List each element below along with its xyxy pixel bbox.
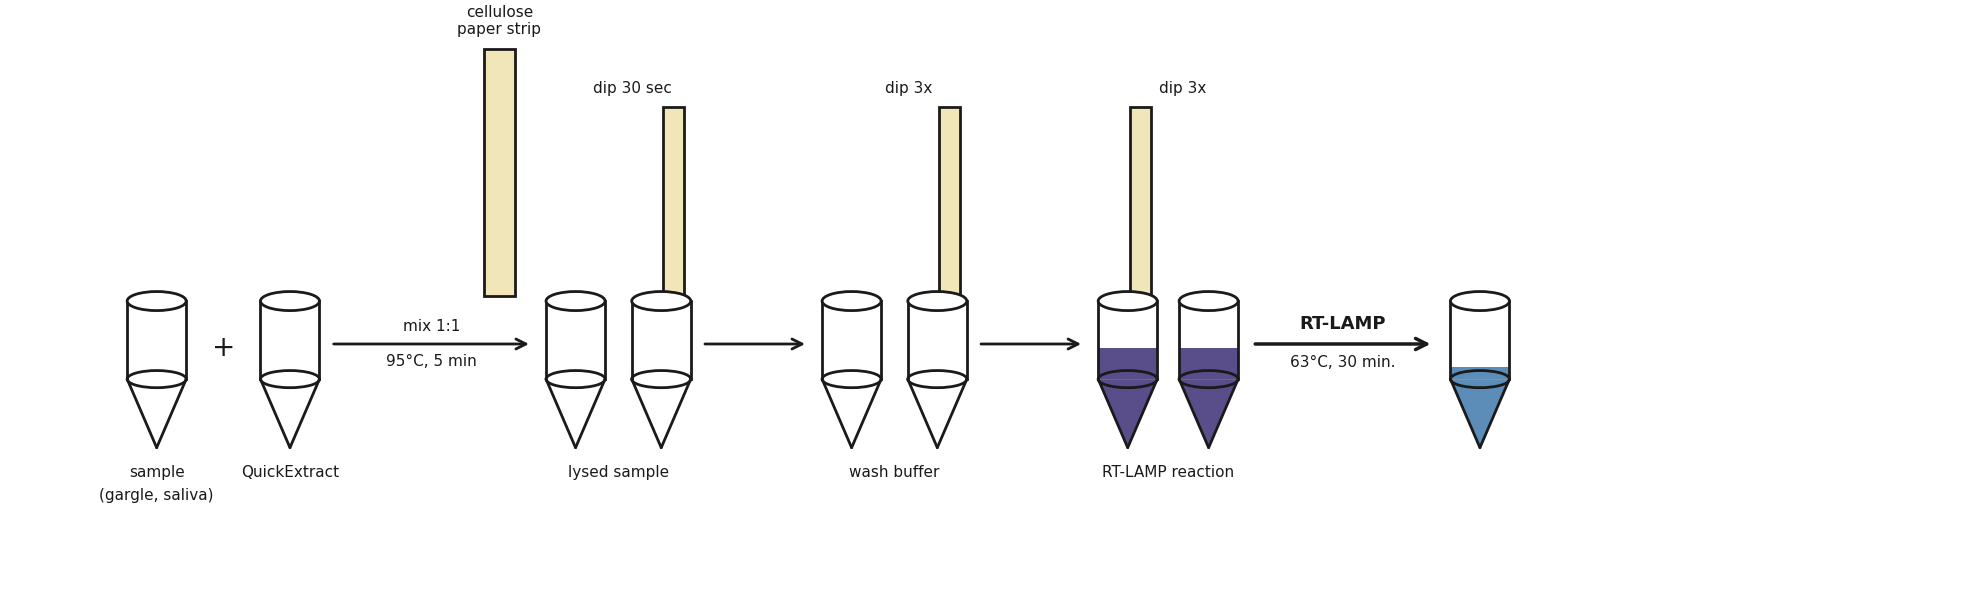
Polygon shape <box>1451 379 1510 448</box>
Ellipse shape <box>1099 292 1158 310</box>
Ellipse shape <box>128 292 187 310</box>
Polygon shape <box>1180 379 1239 448</box>
FancyBboxPatch shape <box>1451 367 1510 379</box>
FancyBboxPatch shape <box>1180 348 1239 379</box>
FancyBboxPatch shape <box>260 301 318 379</box>
Ellipse shape <box>631 292 690 310</box>
Text: wash buffer: wash buffer <box>849 465 940 480</box>
Polygon shape <box>1451 379 1510 448</box>
FancyBboxPatch shape <box>484 49 515 296</box>
FancyBboxPatch shape <box>940 107 959 307</box>
FancyBboxPatch shape <box>663 107 684 307</box>
Ellipse shape <box>1180 292 1239 310</box>
Text: sample: sample <box>130 465 185 480</box>
Ellipse shape <box>260 292 318 310</box>
Text: dip 3x: dip 3x <box>885 81 932 96</box>
FancyBboxPatch shape <box>1451 367 1510 379</box>
Text: mix 1:1: mix 1:1 <box>403 319 460 334</box>
FancyBboxPatch shape <box>1099 348 1158 379</box>
Polygon shape <box>631 379 690 448</box>
Text: RT-LAMP: RT-LAMP <box>1300 315 1386 332</box>
Text: QuickExtract: QuickExtract <box>242 465 338 480</box>
Text: 95°C, 5 min: 95°C, 5 min <box>385 353 476 368</box>
Ellipse shape <box>547 292 606 310</box>
FancyBboxPatch shape <box>1180 301 1239 379</box>
FancyBboxPatch shape <box>1099 348 1158 379</box>
Polygon shape <box>822 379 881 448</box>
Text: dip 30 sec: dip 30 sec <box>594 81 672 96</box>
Polygon shape <box>547 379 606 448</box>
Polygon shape <box>1180 379 1239 448</box>
Polygon shape <box>1180 379 1239 448</box>
FancyBboxPatch shape <box>631 301 690 379</box>
Polygon shape <box>1099 379 1158 448</box>
Polygon shape <box>908 379 967 448</box>
Ellipse shape <box>1451 292 1510 310</box>
Text: RT-LAMP reaction: RT-LAMP reaction <box>1103 465 1235 480</box>
Text: +: + <box>212 334 236 362</box>
Ellipse shape <box>822 292 881 310</box>
FancyBboxPatch shape <box>128 301 187 379</box>
FancyBboxPatch shape <box>822 301 881 379</box>
Text: (gargle, saliva): (gargle, saliva) <box>100 487 214 503</box>
Polygon shape <box>1099 379 1158 448</box>
FancyBboxPatch shape <box>1180 348 1239 379</box>
Polygon shape <box>260 379 318 448</box>
Text: dip 3x: dip 3x <box>1158 81 1205 96</box>
FancyBboxPatch shape <box>1130 107 1150 307</box>
FancyBboxPatch shape <box>908 301 967 379</box>
Polygon shape <box>128 379 187 448</box>
Polygon shape <box>1099 379 1158 448</box>
Text: lysed sample: lysed sample <box>568 465 668 480</box>
FancyBboxPatch shape <box>1451 301 1510 379</box>
Text: cellulose
paper strip: cellulose paper strip <box>458 5 541 37</box>
Polygon shape <box>1451 379 1510 448</box>
FancyBboxPatch shape <box>1099 301 1158 379</box>
Ellipse shape <box>908 292 967 310</box>
Text: 63°C, 30 min.: 63°C, 30 min. <box>1290 355 1396 370</box>
FancyBboxPatch shape <box>547 301 606 379</box>
